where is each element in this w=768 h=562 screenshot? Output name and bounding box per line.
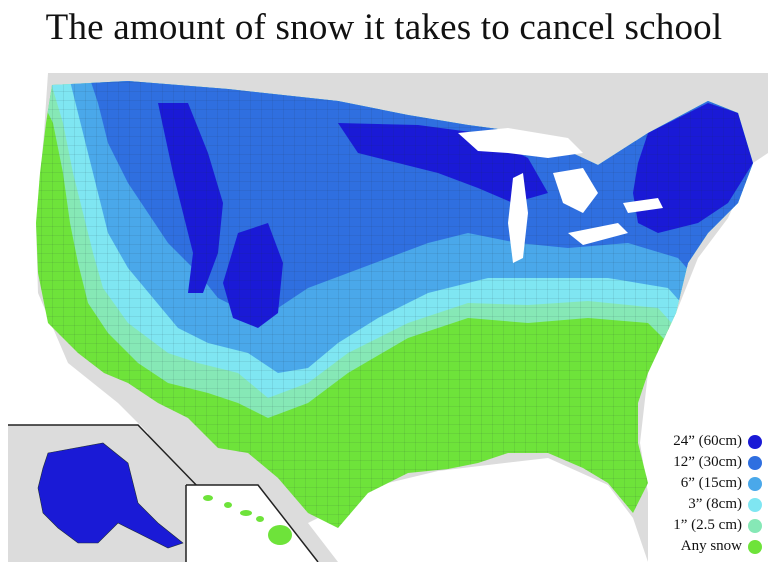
legend-swatch: [748, 455, 762, 470]
legend-label: 12” (30cm): [673, 454, 742, 470]
legend-swatch: [748, 497, 762, 512]
legend-swatch: [748, 518, 762, 533]
legend-label: 3” (8cm): [688, 496, 742, 512]
map-title: The amount of snow it takes to cancel sc…: [45, 7, 723, 48]
legend-item-1in: 1” (2.5 cm): [612, 516, 762, 535]
lake-huron: [553, 168, 598, 213]
legend-swatch: [748, 434, 762, 449]
legend-swatch: [748, 539, 762, 554]
lake-michigan: [508, 173, 528, 263]
legend: 24” (60cm) 12” (30cm) 6” (15cm) 3” (8cm)…: [612, 432, 762, 558]
legend-item-12in: 12” (30cm): [612, 453, 762, 472]
atlantic-ocean: [640, 153, 768, 562]
alaska-inset: [8, 424, 205, 562]
legend-label: 24” (60cm): [673, 433, 742, 449]
legend-label: 1” (2.5 cm): [673, 517, 742, 533]
legend-item-24in: 24” (60cm): [612, 432, 762, 451]
lake-ontario: [623, 198, 663, 213]
legend-label: Any snow: [680, 538, 742, 554]
map-canvas: [8, 73, 768, 562]
legend-item-any-snow: Any snow: [612, 537, 762, 556]
us-snow-map: [8, 73, 768, 562]
gulf-of-mexico: [308, 458, 648, 562]
legend-label: 6” (15cm): [680, 475, 742, 491]
alaska: [37, 442, 184, 549]
legend-swatch: [748, 476, 762, 491]
hawaii-inset: [185, 484, 319, 562]
legend-item-3in: 3” (8cm): [612, 495, 762, 514]
lake-erie: [568, 223, 628, 245]
lake-superior: [458, 128, 583, 158]
legend-item-6in: 6” (15cm): [612, 474, 762, 493]
